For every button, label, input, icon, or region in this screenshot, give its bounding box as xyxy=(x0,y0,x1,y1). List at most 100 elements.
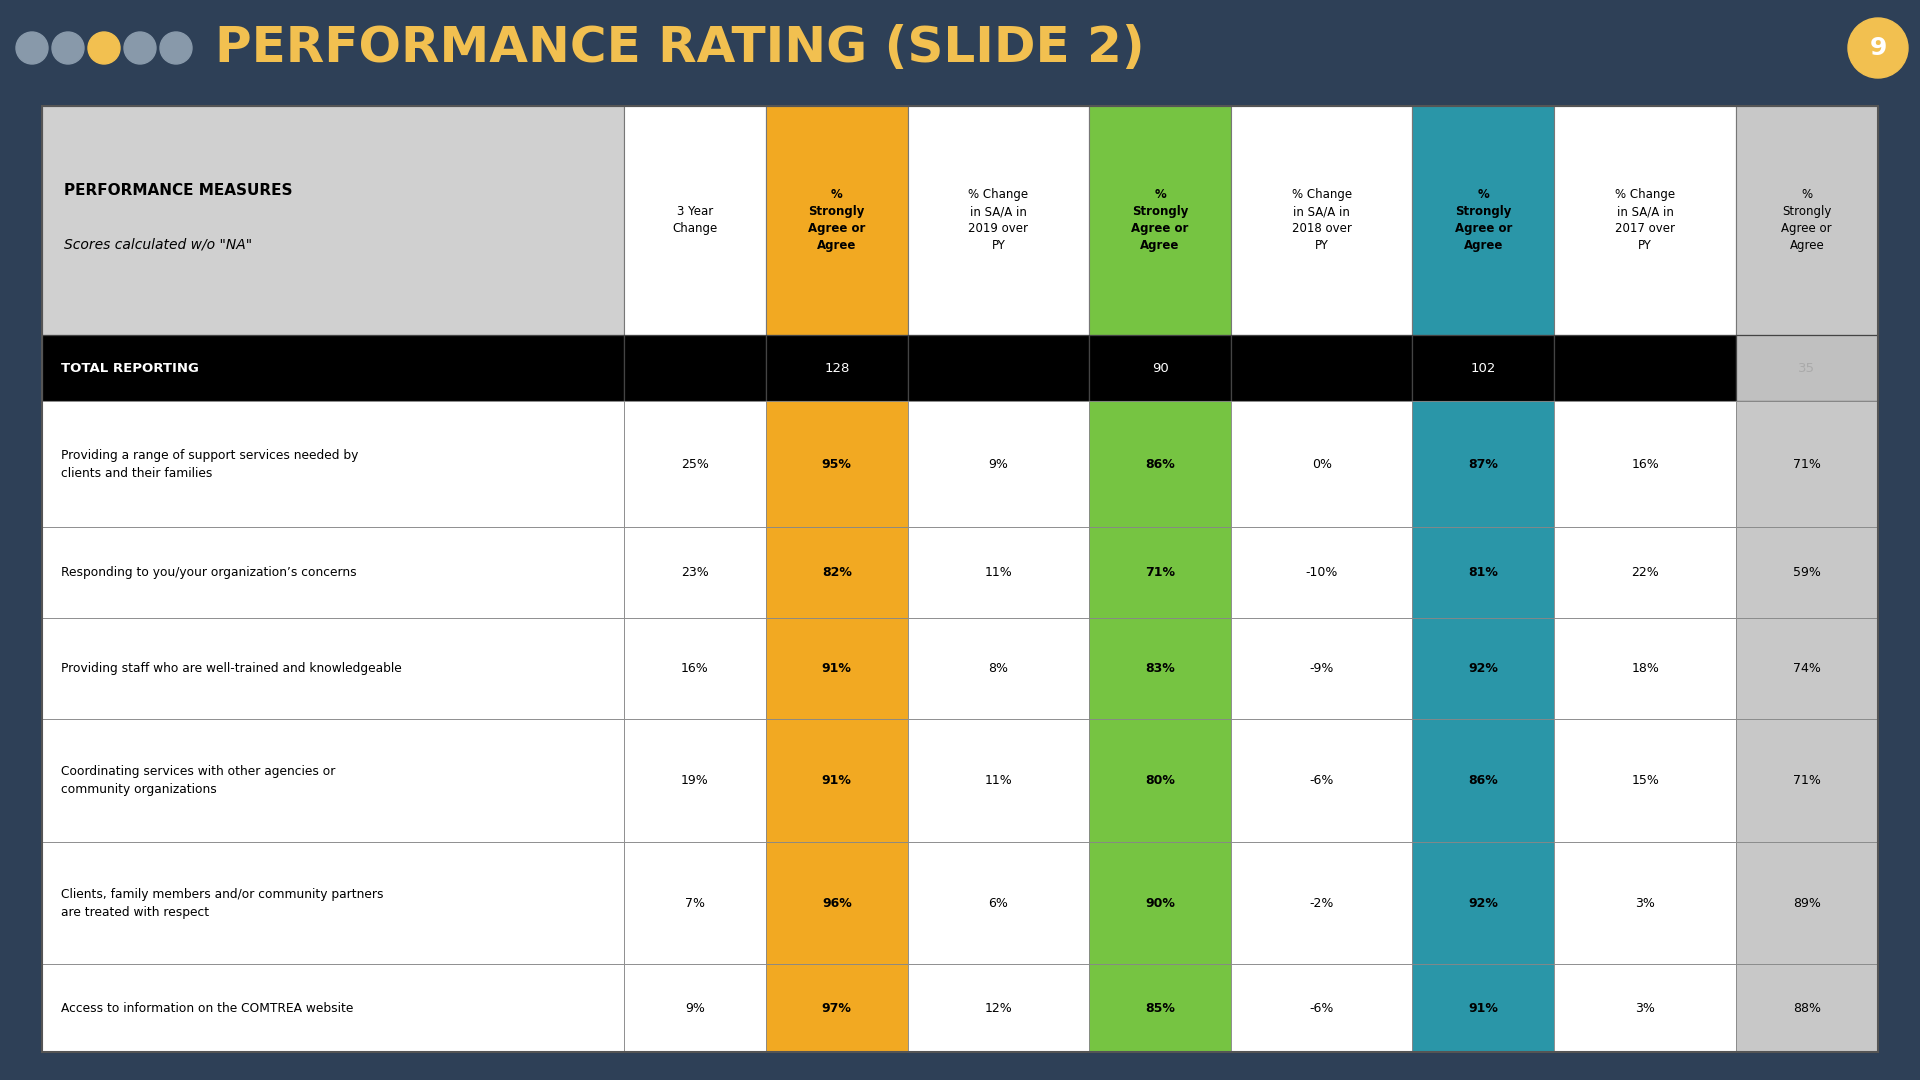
Text: 11%: 11% xyxy=(985,774,1012,787)
Text: -10%: -10% xyxy=(1306,566,1338,579)
Text: Responding to you/your organization’s concerns: Responding to you/your organization’s co… xyxy=(61,566,357,579)
Text: -9%: -9% xyxy=(1309,662,1334,675)
Text: 102: 102 xyxy=(1471,362,1496,375)
Bar xyxy=(1089,719,1231,841)
Bar xyxy=(42,106,624,335)
Text: 71%: 71% xyxy=(1793,458,1820,471)
Bar xyxy=(42,964,624,1052)
Circle shape xyxy=(1847,18,1908,78)
Text: %
Strongly
Agree or
Agree: % Strongly Agree or Agree xyxy=(1782,189,1832,253)
Bar xyxy=(1736,106,1878,335)
Bar xyxy=(1736,618,1878,719)
Text: PERFORMANCE MEASURES: PERFORMANCE MEASURES xyxy=(63,183,292,198)
Bar xyxy=(1231,841,1413,964)
Text: 16%: 16% xyxy=(1632,458,1659,471)
Bar xyxy=(908,618,1089,719)
Bar xyxy=(1413,402,1555,527)
Bar xyxy=(1089,527,1231,618)
Bar xyxy=(1736,402,1878,527)
Bar xyxy=(624,964,766,1052)
Bar xyxy=(42,335,624,402)
Text: 23%: 23% xyxy=(682,566,708,579)
Text: 128: 128 xyxy=(824,362,849,375)
Bar xyxy=(1231,527,1413,618)
Bar xyxy=(908,335,1089,402)
Text: Coordinating services with other agencies or
community organizations: Coordinating services with other agencie… xyxy=(61,765,334,796)
Bar xyxy=(42,527,624,618)
Text: 81%: 81% xyxy=(1469,566,1498,579)
Bar xyxy=(1555,402,1736,527)
Bar xyxy=(1089,964,1231,1052)
Bar xyxy=(1089,841,1231,964)
Text: 7%: 7% xyxy=(685,896,705,909)
Bar xyxy=(1736,335,1878,402)
Bar xyxy=(624,335,766,402)
Circle shape xyxy=(159,32,192,64)
Text: 89%: 89% xyxy=(1793,896,1820,909)
Text: 90%: 90% xyxy=(1144,896,1175,909)
Bar xyxy=(1555,106,1736,335)
Bar xyxy=(1413,964,1555,1052)
Text: 9%: 9% xyxy=(685,1001,705,1015)
Text: 71%: 71% xyxy=(1793,774,1820,787)
Circle shape xyxy=(15,32,48,64)
Text: 80%: 80% xyxy=(1144,774,1175,787)
Bar xyxy=(1413,618,1555,719)
Bar xyxy=(42,618,624,719)
Text: %
Strongly
Agree or
Agree: % Strongly Agree or Agree xyxy=(1455,189,1513,253)
Bar xyxy=(624,527,766,618)
Bar xyxy=(624,841,766,964)
Text: 96%: 96% xyxy=(822,896,852,909)
Text: 19%: 19% xyxy=(682,774,708,787)
Bar xyxy=(1736,527,1878,618)
Text: 59%: 59% xyxy=(1793,566,1820,579)
Bar xyxy=(1413,719,1555,841)
Bar xyxy=(1089,618,1231,719)
Text: Providing a range of support services needed by
clients and their families: Providing a range of support services ne… xyxy=(61,448,357,480)
Bar xyxy=(1555,964,1736,1052)
Text: % Change
in SA/A in
2019 over
PY: % Change in SA/A in 2019 over PY xyxy=(968,189,1029,253)
Bar xyxy=(766,964,908,1052)
Text: 82%: 82% xyxy=(822,566,852,579)
Text: 18%: 18% xyxy=(1632,662,1659,675)
Text: 92%: 92% xyxy=(1469,662,1498,675)
Text: 85%: 85% xyxy=(1144,1001,1175,1015)
Bar xyxy=(766,618,908,719)
Bar xyxy=(766,106,908,335)
Text: 3%: 3% xyxy=(1636,896,1655,909)
Bar xyxy=(1736,719,1878,841)
Bar xyxy=(1555,719,1736,841)
Bar xyxy=(624,719,766,841)
Bar xyxy=(42,841,624,964)
Text: 25%: 25% xyxy=(682,458,708,471)
Bar xyxy=(42,402,624,527)
Bar xyxy=(766,402,908,527)
Text: 95%: 95% xyxy=(822,458,852,471)
Text: 8%: 8% xyxy=(989,662,1008,675)
Text: TOTAL REPORTING: TOTAL REPORTING xyxy=(61,362,198,375)
Text: %
Strongly
Agree or
Agree: % Strongly Agree or Agree xyxy=(1131,189,1188,253)
Text: 86%: 86% xyxy=(1469,774,1498,787)
Bar xyxy=(1231,335,1413,402)
Text: 16%: 16% xyxy=(682,662,708,675)
Text: 74%: 74% xyxy=(1793,662,1820,675)
Text: 87%: 87% xyxy=(1469,458,1498,471)
Bar xyxy=(766,719,908,841)
Text: 0%: 0% xyxy=(1311,458,1332,471)
Bar xyxy=(1413,841,1555,964)
Text: 71%: 71% xyxy=(1144,566,1175,579)
Bar xyxy=(1231,618,1413,719)
Bar xyxy=(1231,719,1413,841)
Text: -6%: -6% xyxy=(1309,774,1334,787)
Text: 11%: 11% xyxy=(985,566,1012,579)
Bar xyxy=(624,402,766,527)
Text: Clients, family members and/or community partners
are treated with respect: Clients, family members and/or community… xyxy=(61,888,384,919)
Bar xyxy=(908,719,1089,841)
Bar xyxy=(1736,841,1878,964)
Text: -2%: -2% xyxy=(1309,896,1334,909)
Bar xyxy=(908,841,1089,964)
Text: % Change
in SA/A in
2018 over
PY: % Change in SA/A in 2018 over PY xyxy=(1292,189,1352,253)
Text: 83%: 83% xyxy=(1144,662,1175,675)
Text: 3%: 3% xyxy=(1636,1001,1655,1015)
Text: 86%: 86% xyxy=(1144,458,1175,471)
